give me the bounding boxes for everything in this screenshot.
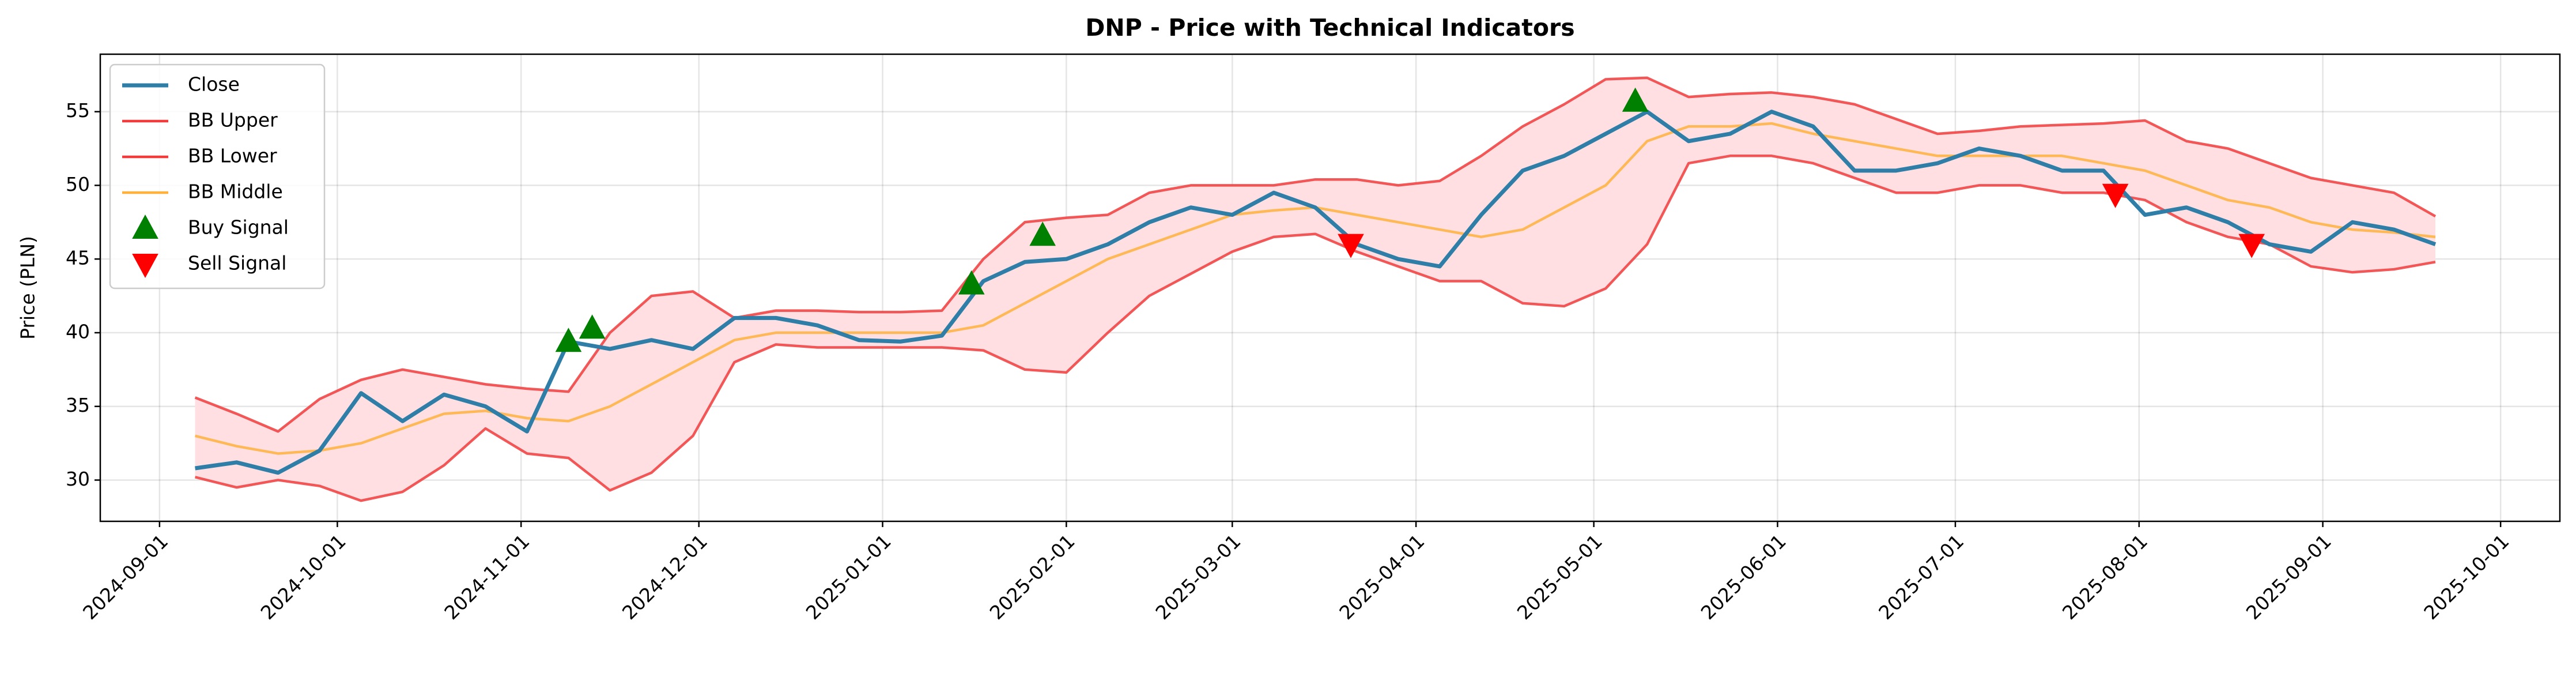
x-tick-label: 2025-05-01 <box>1513 530 1607 624</box>
signal-marker <box>1338 234 1364 258</box>
x-tick-label: 2024-10-01 <box>256 530 350 624</box>
signal-marker <box>2238 234 2265 258</box>
legend-label: BB Lower <box>188 145 277 167</box>
signal-marker <box>579 314 606 339</box>
series-line <box>195 155 2436 502</box>
band-fill <box>195 77 2436 501</box>
x-tick-label: 2025-07-01 <box>1874 530 1968 624</box>
y-axis-label: Price (PLN) <box>17 236 39 340</box>
x-tick-label: 2024-11-01 <box>440 530 534 624</box>
legend-label: BB Middle <box>188 181 283 203</box>
y-tick-label: 40 <box>66 320 90 343</box>
legend: Close BB Upper BB Lower BB Middle Buy Signal… <box>109 63 326 289</box>
signal-marker <box>1029 221 1056 246</box>
x-tick-label: 2025-03-01 <box>1151 530 1245 624</box>
legend-label: Buy Signal <box>188 216 289 239</box>
y-tick-label: 35 <box>66 394 90 416</box>
x-tick-label: 2025-02-01 <box>985 530 1079 624</box>
x-tick-label: 2025-08-01 <box>2058 530 2152 624</box>
x-tick-label: 2025-10-01 <box>2419 530 2513 624</box>
y-tick-label: 45 <box>66 247 90 269</box>
legend-label: Sell Signal <box>188 252 286 275</box>
x-tick-label: 2025-01-01 <box>802 530 896 624</box>
y-tick-label: 50 <box>66 173 90 195</box>
signal-marker <box>1622 87 1649 112</box>
legend-swatch <box>132 254 158 278</box>
legend-label: Close <box>188 73 240 96</box>
x-tick-label: 2025-09-01 <box>2242 530 2336 624</box>
chart-title: DNP - Price with Technical Indicators <box>1085 14 1574 42</box>
x-tick-label: 2024-09-01 <box>78 530 172 624</box>
y-tick-label: 55 <box>66 99 90 122</box>
x-tick-label: 2025-04-01 <box>1335 530 1429 624</box>
signal-marker <box>958 270 985 295</box>
plot-frame <box>99 53 2561 522</box>
legend-swatch <box>132 215 158 239</box>
signal-marker <box>2102 183 2129 208</box>
signal-marker <box>555 328 582 352</box>
series-line <box>194 76 2437 433</box>
y-tick-label: 30 <box>66 468 90 490</box>
x-tick-label: 2024-12-01 <box>618 530 712 624</box>
legend-label: BB Upper <box>188 109 278 131</box>
x-tick-label: 2025-06-01 <box>1697 530 1791 624</box>
